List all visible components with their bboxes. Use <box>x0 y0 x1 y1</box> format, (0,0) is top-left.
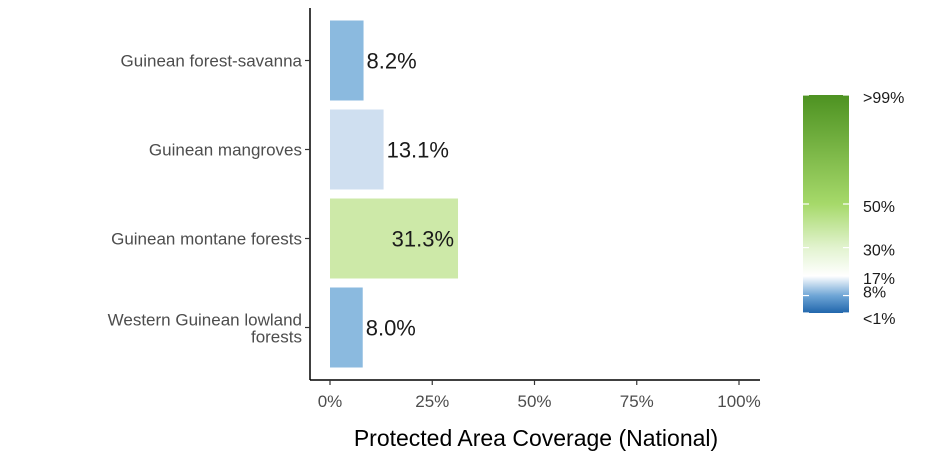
category-label-1: Guinean forest-savanna <box>121 52 303 71</box>
x-axis: 0% 25% 50% 75% 100% <box>310 379 761 411</box>
legend-label-4: 17% <box>863 271 895 288</box>
bar-1 <box>330 20 364 101</box>
x-axis-title: Protected Area Coverage (National) <box>354 425 718 451</box>
legend-label-3: 30% <box>863 243 895 260</box>
x-tick-label-2: 25% <box>415 392 449 411</box>
legend-label-6: <1% <box>863 311 895 328</box>
bars <box>330 20 459 368</box>
x-tick-label-1: 0% <box>318 392 343 411</box>
bar-value-label-2: 13.1% <box>387 138 449 163</box>
legend: >99% 50% 30% 17%8% <1% <box>803 90 904 328</box>
x-tick-label-5: 100% <box>717 392 760 411</box>
category-label-2: Guinean mangroves <box>149 141 302 160</box>
legend-colorbar <box>803 95 849 313</box>
bar-value-label-4: 8.0% <box>366 316 416 341</box>
value-labels: 8.2% 13.1% 31.3% 8.0% <box>366 49 454 341</box>
bar-3 <box>330 198 459 279</box>
y-axis: Guinean forest-savanna Guinean mangroves G… <box>108 8 311 380</box>
legend-label-2: 50% <box>863 199 895 216</box>
bar-4 <box>330 287 363 368</box>
bar-value-label-1: 8.2% <box>367 49 417 74</box>
bar-value-label-3: 31.3% <box>392 227 454 252</box>
category-label-4: Western Guinean lowland forests <box>108 311 302 347</box>
bar-2 <box>330 109 384 190</box>
legend-label-5: 8% <box>863 285 886 302</box>
x-tick-label-3: 50% <box>517 392 551 411</box>
category-label-3: Guinean montane forests <box>111 230 302 249</box>
x-tick-label-4: 75% <box>620 392 654 411</box>
legend-label-1: >99% <box>863 90 904 107</box>
